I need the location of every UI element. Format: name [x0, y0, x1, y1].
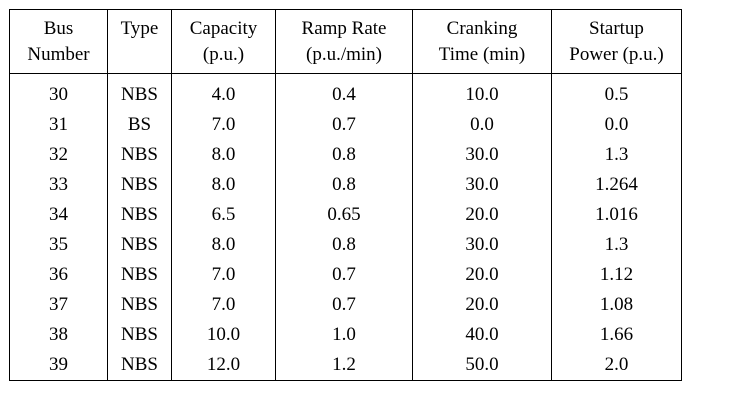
cell-ramp-rate: 0.65	[275, 200, 413, 230]
cell-startup-power: 0.0	[551, 110, 682, 140]
table-header: Bus Type Capacity Ramp Rate Cranking Sta…	[9, 9, 682, 74]
cell-type: NBS	[107, 73, 172, 110]
cell-ramp-rate: 1.2	[275, 350, 413, 381]
generator-parameters-table: Bus Type Capacity Ramp Rate Cranking Sta…	[9, 9, 682, 381]
header-ramp-rate: Ramp Rate	[275, 9, 413, 42]
cell-type: NBS	[107, 140, 172, 170]
cell-cranking-time: 10.0	[412, 73, 552, 110]
cell-bus-number: 30	[49, 84, 68, 105]
cell-type: NBS	[107, 200, 172, 230]
cell-capacity: 8.0	[171, 140, 276, 170]
header-startup-unit: Power (p.u.)	[551, 42, 682, 74]
cell-ramp-rate: 0.8	[275, 230, 413, 260]
cell-capacity: 10.0	[171, 320, 276, 350]
cell-ramp-rate: 0.4	[275, 73, 413, 110]
cell-bus-number: 33	[49, 174, 68, 195]
cell-ramp-rate: 1.0	[275, 320, 413, 350]
cell-cranking-time: 30.0	[412, 170, 552, 200]
header-type: Type	[107, 9, 172, 42]
header-ramp-rate-unit: (p.u./min)	[275, 42, 413, 74]
generator-table-container: Bus Type Capacity Ramp Rate Cranking Sta…	[9, 9, 682, 381]
cell-bus-number: 35	[49, 234, 68, 255]
table-row: 30 NBS 4.0 0.4 10.0 0.5	[10, 73, 682, 110]
table-row: 36 NBS 7.0 0.7 20.0 1.12	[10, 260, 682, 290]
cell-type: NBS	[107, 260, 172, 290]
cell-capacity: 8.0	[171, 170, 276, 200]
cell-bus-number: 37	[49, 294, 68, 315]
header-cranking-unit: Time (min)	[412, 42, 552, 74]
cell-startup-power: 1.3	[551, 230, 682, 260]
table-row: 37 NBS 7.0 0.7 20.0 1.08	[10, 290, 682, 320]
table-row: 34 NBS 6.5 0.65 20.0 1.016	[10, 200, 682, 230]
cell-capacity: 12.0	[171, 350, 276, 381]
cell-cranking-time: 20.0	[412, 260, 552, 290]
table-row: 31 BS 7.0 0.7 0.0 0.0	[10, 110, 682, 140]
cell-bus-number: 32	[49, 144, 68, 165]
table-body: 30 NBS 4.0 0.4 10.0 0.5 31 BS 7.0 0.7 0.0 0.0 32 NBS 8…	[10, 73, 682, 381]
header-bus: Bus	[43, 18, 74, 39]
cell-capacity: 6.5	[171, 200, 276, 230]
cell-startup-power: 1.08	[551, 290, 682, 320]
cell-type: NBS	[107, 350, 172, 381]
table-row: 32 NBS 8.0 0.8 30.0 1.3	[10, 140, 682, 170]
cell-capacity: 7.0	[171, 290, 276, 320]
cell-cranking-time: 30.0	[412, 230, 552, 260]
cell-startup-power: 1.016	[551, 200, 682, 230]
header-type-blank	[107, 42, 172, 74]
header-capacity: Capacity	[171, 9, 276, 42]
cell-bus-number: 34	[49, 204, 68, 225]
cell-startup-power: 0.5	[551, 73, 682, 110]
cell-cranking-time: 0.0	[412, 110, 552, 140]
cell-ramp-rate: 0.8	[275, 170, 413, 200]
cell-bus-number: 36	[49, 264, 68, 285]
cell-capacity: 7.0	[171, 260, 276, 290]
cell-ramp-rate: 0.7	[275, 260, 413, 290]
header-cranking: Cranking	[412, 9, 552, 42]
table-row: 39 NBS 12.0 1.2 50.0 2.0	[10, 350, 682, 381]
header-startup: Startup	[551, 9, 682, 42]
header-capacity-unit: (p.u.)	[171, 42, 276, 74]
cell-cranking-time: 50.0	[412, 350, 552, 381]
cell-bus-number: 31	[49, 114, 68, 135]
cell-cranking-time: 20.0	[412, 200, 552, 230]
cell-ramp-rate: 0.8	[275, 140, 413, 170]
cell-type: NBS	[107, 290, 172, 320]
cell-startup-power: 1.12	[551, 260, 682, 290]
cell-capacity: 8.0	[171, 230, 276, 260]
cell-startup-power: 1.66	[551, 320, 682, 350]
cell-startup-power: 1.264	[551, 170, 682, 200]
cell-startup-power: 1.3	[551, 140, 682, 170]
cell-ramp-rate: 0.7	[275, 110, 413, 140]
cell-bus-number: 39	[49, 354, 68, 375]
cell-cranking-time: 20.0	[412, 290, 552, 320]
table-row: 38 NBS 10.0 1.0 40.0 1.66	[10, 320, 682, 350]
cell-cranking-time: 30.0	[412, 140, 552, 170]
cell-startup-power: 2.0	[551, 350, 682, 381]
header-number: Number	[9, 42, 108, 74]
cell-type: NBS	[107, 230, 172, 260]
cell-type: NBS	[107, 320, 172, 350]
header-row-2: Number (p.u.) (p.u./min) Time (min) Powe…	[9, 42, 682, 74]
cell-capacity: 7.0	[171, 110, 276, 140]
cell-type: NBS	[107, 170, 172, 200]
table-row: 35 NBS 8.0 0.8 30.0 1.3	[10, 230, 682, 260]
cell-capacity: 4.0	[171, 73, 276, 110]
table-row: 33 NBS 8.0 0.8 30.0 1.264	[10, 170, 682, 200]
cell-type: BS	[107, 110, 172, 140]
header-row-1: Bus Type Capacity Ramp Rate Cranking Sta…	[10, 9, 682, 42]
cell-bus-number: 38	[49, 324, 68, 345]
cell-cranking-time: 40.0	[412, 320, 552, 350]
cell-ramp-rate: 0.7	[275, 290, 413, 320]
